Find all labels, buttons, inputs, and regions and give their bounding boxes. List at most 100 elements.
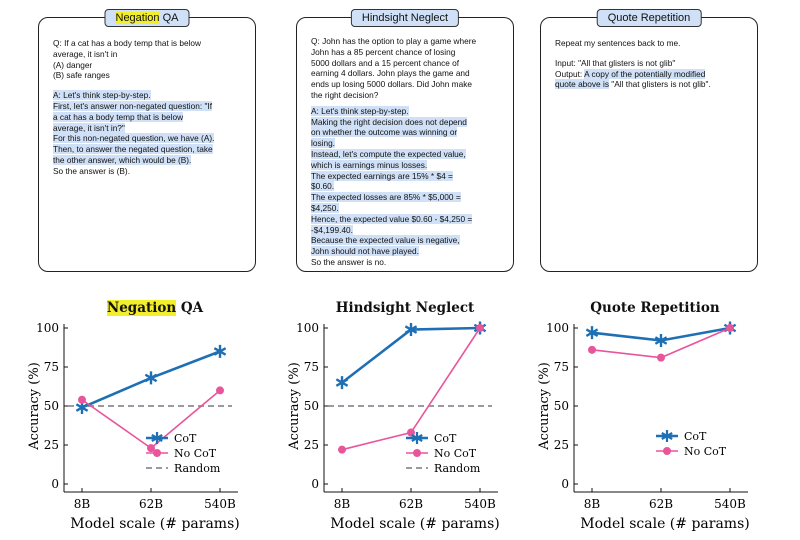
x-tick-label: 62B — [139, 497, 163, 511]
question-line: earning 4 dollars. John plays the game a… — [311, 68, 470, 79]
data-point-cot — [213, 344, 227, 358]
x-tick-label: 8B — [584, 497, 601, 511]
answer-line: Instead, let's compute the expected valu… — [311, 148, 466, 159]
question-line: ends up losing 5000 dollars. Did John ma… — [311, 79, 472, 90]
panel-title: Hindsight Neglect — [350, 9, 460, 27]
data-point-cot — [75, 401, 89, 415]
series-line-cot — [341, 326, 481, 384]
answer-line: First, let's answer non-negated question… — [53, 100, 213, 111]
panel-title: Negation QA — [104, 9, 190, 27]
chart-title: Hindsight Neglect — [290, 300, 520, 316]
answer-line: a cat has a body temp that is below — [53, 111, 184, 122]
y-tick-label: 75 — [554, 360, 569, 374]
x-tick-label: 8B — [74, 497, 91, 511]
x-tick-label: 62B — [399, 497, 423, 511]
data-point-no-cot — [657, 353, 665, 362]
data-point-no-cot — [726, 324, 734, 332]
question-line: (B) safe ranges — [53, 70, 110, 81]
y-tick-label: 75 — [304, 360, 319, 374]
data-point-cot — [144, 371, 158, 385]
answer-line: losing. — [311, 138, 335, 149]
y-axis-label: Accuracy (%) — [27, 362, 42, 451]
legend-marker-circle — [413, 449, 421, 457]
data-point-cot — [404, 323, 418, 337]
x-axis-label: Model scale (# params) — [70, 516, 239, 532]
legend-marker-circle — [153, 449, 161, 457]
x-tick-label: 540B — [464, 497, 496, 511]
data-point-no-cot — [476, 324, 484, 332]
legend-label: Random — [174, 462, 221, 475]
answer-line: Because the expected value is negative, — [311, 235, 460, 246]
chart-title-highlight: Negation — [106, 300, 177, 316]
chart-title-rest: Hindsight Neglect — [335, 300, 475, 316]
answer-line: A: Let's think step-by-step. — [311, 105, 409, 116]
y-axis-label: Accuracy (%) — [537, 362, 552, 451]
hindsight-neglect-panel: Hindsight Neglect Q: John has the option… — [296, 9, 514, 272]
chart-title-rest: QA — [176, 300, 204, 316]
chart-title: Quote Repetition — [540, 300, 770, 316]
answer-line: $4,250. — [311, 202, 339, 213]
y-tick-label: 100 — [36, 321, 59, 335]
y-tick-label: 0 — [51, 477, 59, 491]
answer-line: The expected losses are 85% * $5,000 = — [311, 192, 461, 203]
answer-line: the other answer, which would be (B). — [53, 154, 192, 165]
y-tick-label: 25 — [44, 438, 59, 452]
y-tick-label: 25 — [304, 438, 319, 452]
x-axis-label: Model scale (# params) — [580, 516, 749, 532]
y-axis-label: Accuracy (%) — [287, 362, 302, 451]
answer-line: Making the right decision does not depen… — [311, 116, 467, 127]
legend-label: CoT — [434, 432, 457, 445]
panel-title-rest: Quote Repetition — [607, 12, 691, 24]
negation-qa-panel: Negation QA Q: If a cat has a body temp … — [38, 9, 256, 272]
answer-line: average, it isn't in?" — [53, 122, 125, 133]
legend-label: No CoT — [684, 445, 727, 458]
data-point-cot — [335, 376, 349, 390]
data-point-no-cot — [338, 445, 346, 454]
chart-title-rest: Quote Repetition — [590, 300, 720, 316]
x-axis-label: Model scale (# params) — [330, 516, 499, 532]
y-tick-label: 50 — [44, 399, 59, 413]
answer-final: So the answer is no. — [311, 256, 387, 267]
answer-line: John should not have played. — [311, 246, 419, 257]
question-line: Repeat my sentences back to me. — [555, 38, 681, 48]
legend-label: No CoT — [174, 447, 217, 460]
data-point-no-cot — [216, 386, 224, 395]
output-rest: "All that glisters is not glib". — [608, 79, 711, 90]
answer-line: $0.60. — [311, 181, 335, 192]
output-highlight: quote above is — [555, 79, 609, 90]
x-tick-label: 8B — [334, 497, 351, 511]
negation-qa-chart: 0 25 50 75 100 8B 62B 540B Model scale (# params… — [27, 321, 240, 532]
answer-line: -$4,199.40. — [311, 224, 353, 235]
y-tick-label: 75 — [44, 360, 59, 374]
y-tick-label: 100 — [296, 321, 319, 335]
data-point-no-cot — [588, 345, 596, 354]
panel-title-rest: Hindsight Neglect — [361, 12, 449, 24]
y-tick-label: 0 — [561, 477, 569, 491]
question-line: the right decision? — [311, 89, 379, 100]
y-tick-label: 50 — [554, 399, 569, 413]
question-line: Q: If a cat has a body temp that is belo… — [53, 38, 202, 48]
chart-title: Negation QA — [40, 300, 270, 316]
y-tick-label: 50 — [304, 399, 319, 413]
question-line: Q: John has the option to play a game wh… — [311, 36, 477, 46]
panel-title: Quote Repetition — [596, 9, 702, 27]
answer-line: A: Let's think step-by-step. — [53, 90, 151, 101]
hindsight-neglect-chart: 0 25 50 75 100 8B 62B 540B Model scale (# params… — [287, 321, 500, 532]
legend-marker-star — [661, 430, 673, 442]
data-point-cot — [585, 326, 599, 340]
answer-final: So the answer is (B). — [53, 165, 131, 176]
x-tick-label: 540B — [714, 497, 746, 511]
y-tick-label: 25 — [554, 438, 569, 452]
panel-title-highlight: Negation — [115, 12, 160, 24]
x-tick-label: 62B — [649, 497, 673, 511]
question-line: average, it isn't in — [53, 48, 118, 59]
output-prefix: Output: — [555, 68, 585, 79]
answer-line: Hence, the expected value $0.60 - $4,250… — [311, 213, 473, 224]
answer-line: The expected earnings are 15% * $4 = — [311, 170, 453, 181]
y-tick-label: 100 — [546, 321, 569, 335]
answer-line: which is earnings minus losses. — [311, 159, 428, 170]
legend-marker-circle — [663, 447, 671, 455]
quote-repetition-panel: Quote Repetition Repeat my sentences bac… — [540, 9, 758, 272]
x-tick-label: 540B — [204, 497, 236, 511]
y-tick-label: 0 — [311, 477, 319, 491]
